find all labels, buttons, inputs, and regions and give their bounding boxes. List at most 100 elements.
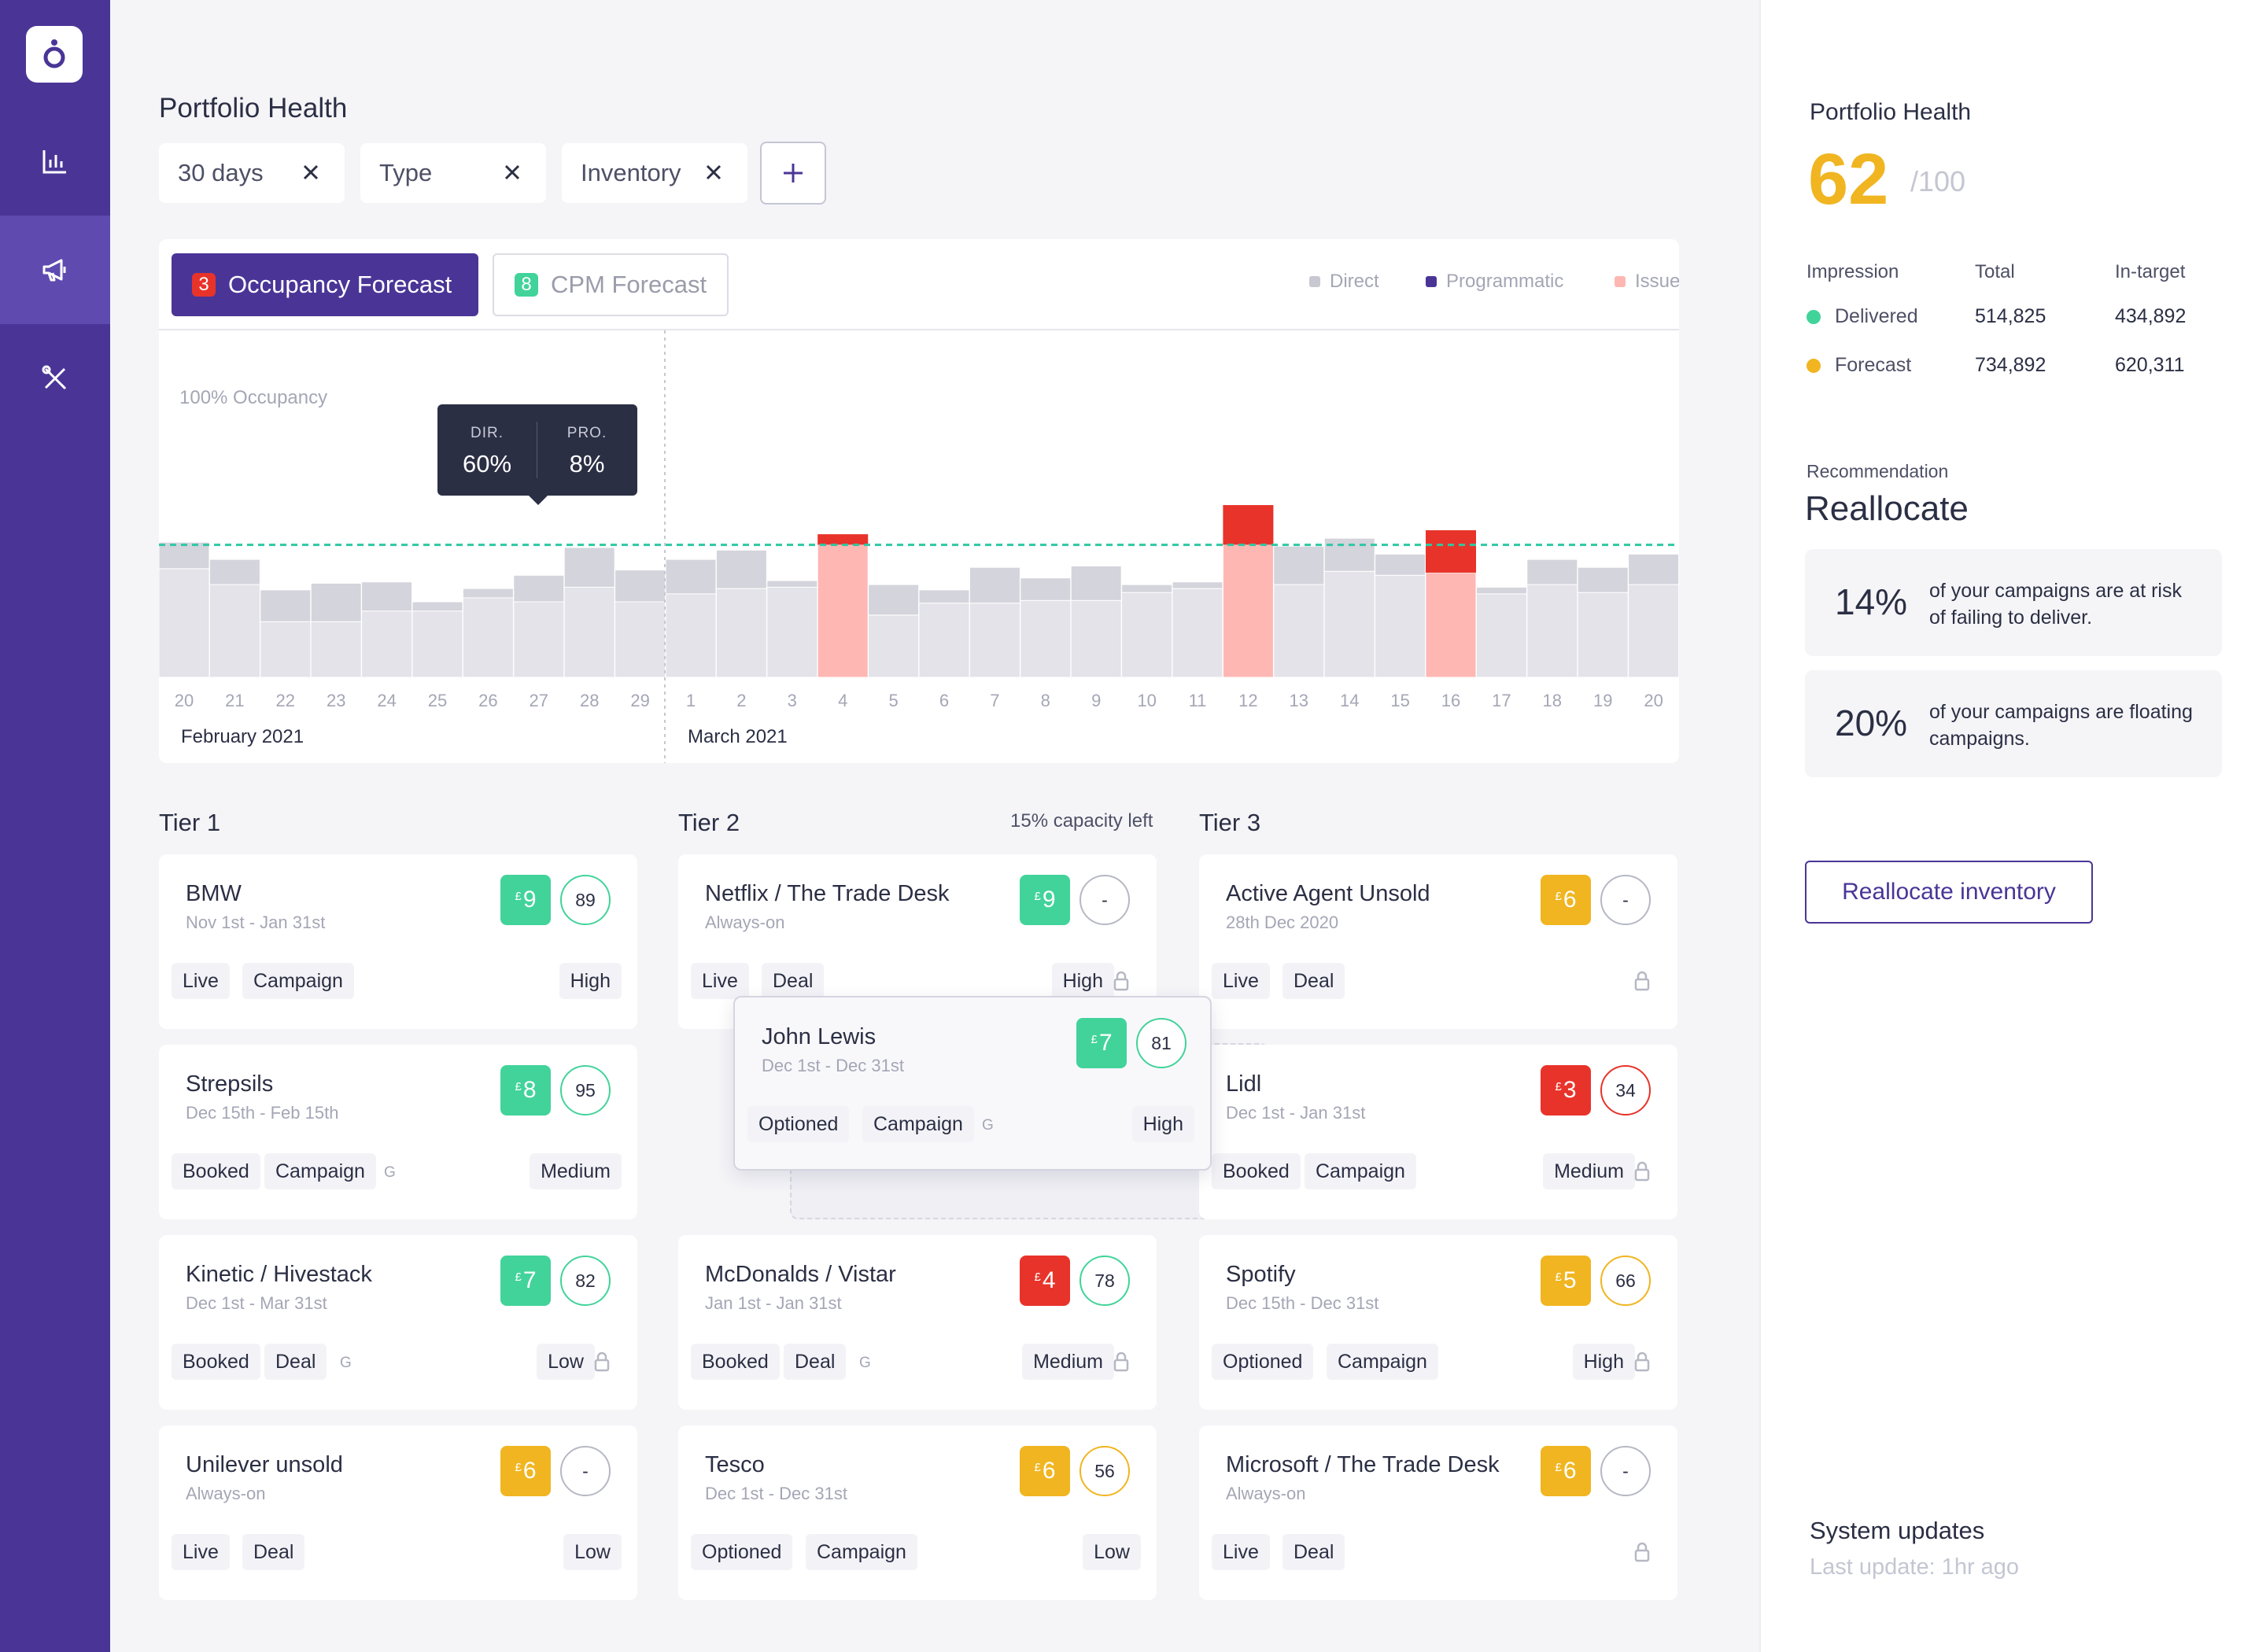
status-tag: Campaign: [1327, 1344, 1438, 1380]
status-tag: Optioned: [691, 1534, 793, 1570]
priority-tag: High: [559, 963, 622, 999]
right-panel: Portfolio Health 62 /100 Impression Tota…: [1759, 0, 2266, 1652]
bar-direct: [1172, 588, 1223, 678]
score-badge: -: [1079, 875, 1130, 925]
currency-symbol: £: [515, 1270, 522, 1284]
campaign-card[interactable]: Strepsils Dec 15th - Feb 15th £8 95 Booked Ca…: [159, 1045, 637, 1219]
score-badge: 66: [1600, 1256, 1651, 1306]
campaign-card[interactable]: Unilever unsold Always-on £6- Live Deal Low: [159, 1425, 637, 1600]
campaign-card[interactable]: Lidl Dec 1st - Jan 31st £3 34 Booked Campaign…: [1199, 1045, 1677, 1219]
bar-direct: [1577, 592, 1629, 678]
cpm-value: 6: [1563, 1458, 1577, 1484]
stat-text: of your campaigns are floating campaigns…: [1929, 701, 2193, 750]
bar-programmatic: [868, 584, 920, 616]
currency-symbol: £: [515, 1460, 522, 1474]
lock-icon[interactable]: [1633, 1161, 1651, 1186]
tab-occupancy-forecast[interactable]: 3 Occupancy Forecast: [172, 253, 478, 316]
x-tick-label: 14: [1340, 691, 1359, 710]
campaign-card[interactable]: McDonalds / Vistar Jan 1st - Jan 31st £4 78…: [678, 1235, 1157, 1410]
bar-chart-icon[interactable]: [0, 107, 110, 216]
bar-direct: [1323, 570, 1375, 678]
cpm-badge: £3: [1541, 1065, 1591, 1115]
priority-tag: High: [1572, 1344, 1635, 1380]
bar-direct: [1425, 572, 1477, 678]
status-tag: Campaign: [862, 1106, 974, 1142]
bar-direct: [817, 544, 869, 678]
bar-programmatic: [1628, 553, 1679, 585]
stat-card-risk: 14% of your campaigns are at risk of fai…: [1805, 549, 2222, 656]
filter-chip-period[interactable]: 30 days: [159, 143, 345, 203]
tab-cpm-forecast[interactable]: 8 CPM Forecast: [493, 253, 729, 316]
reallocate-inventory-button[interactable]: Reallocate inventory: [1805, 861, 2093, 924]
x-tick-label: 28: [580, 691, 599, 710]
bar-direct: [159, 568, 210, 678]
bar-direct: [614, 601, 666, 678]
bar-programmatic: [1070, 566, 1122, 601]
currency-symbol: £: [1555, 889, 1562, 903]
x-tick-label: 1: [686, 691, 696, 710]
campaign-dates: Always-on: [705, 913, 785, 932]
lock-icon[interactable]: [1633, 1351, 1651, 1376]
bar-issue: [817, 534, 869, 545]
bar-direct: [969, 603, 1020, 678]
tier-3-title: Tier 3: [1199, 809, 1261, 836]
bar-programmatic: [1121, 584, 1173, 593]
lock-icon[interactable]: [1113, 971, 1130, 995]
x-tick-label: 21: [225, 691, 244, 710]
status-tag: Campaign: [806, 1534, 917, 1570]
campaign-card[interactable]: Active Agent Unsold 28th Dec 2020 £6- Live D…: [1199, 854, 1677, 1029]
cpm-value: 7: [1098, 1030, 1113, 1056]
campaign-card[interactable]: Kinetic / Hivestack Dec 1st - Mar 31st £7 8…: [159, 1235, 637, 1410]
forecast-total: 734,892: [1975, 354, 2046, 376]
x-tick-label: 11: [1189, 691, 1207, 710]
x-tick-label: 23: [327, 691, 345, 710]
campaign-dates: Always-on: [186, 1484, 266, 1503]
bar-programmatic: [715, 549, 767, 589]
month-label: March 2021: [688, 726, 788, 747]
bar-direct: [1628, 584, 1679, 678]
campaign-card[interactable]: Spotify Dec 15th - Dec 31st £5 66 Optioned Ca…: [1199, 1235, 1677, 1410]
campaign-card[interactable]: Microsoft / The Trade Desk Always-on £6- Li…: [1199, 1425, 1677, 1600]
filter-chip-inventory[interactable]: Inventory: [562, 143, 747, 203]
campaign-name: Active Agent Unsold: [1226, 881, 1430, 906]
close-icon[interactable]: [500, 160, 524, 184]
legend-label: Programmatic: [1446, 271, 1564, 292]
recommendation-label: Recommendation: [1807, 461, 1949, 481]
campaign-card[interactable]: BMW Nov 1st - Jan 31st £9 89 Live Campaign Hig…: [159, 854, 637, 1029]
add-filter-button[interactable]: [760, 142, 826, 205]
bar-direct: [1121, 592, 1173, 678]
close-icon[interactable]: [702, 160, 725, 184]
status-tag: Live: [1212, 963, 1270, 999]
month-label: February 2021: [181, 726, 304, 747]
logo-icon[interactable]: [26, 26, 83, 83]
tooltip-arrow: [527, 494, 549, 505]
score-badge: -: [560, 1446, 611, 1496]
score-badge: 78: [1079, 1256, 1130, 1306]
campaign-dates: Dec 1st - Dec 31st: [705, 1484, 847, 1503]
lock-icon[interactable]: [1633, 971, 1651, 995]
filter-chip-type[interactable]: Type: [360, 143, 546, 203]
x-tick-label: 24: [377, 691, 396, 710]
bar-direct: [462, 597, 514, 678]
legend-direct: Direct: [1309, 271, 1379, 293]
priority-tag: Low: [563, 1534, 622, 1570]
dragging-campaign-card[interactable]: John Lewis Dec 1st - Dec 31st £7 81 Optioned…: [733, 996, 1212, 1171]
lock-icon[interactable]: [1113, 1351, 1130, 1376]
tooltip-direct: DIR. 60%: [437, 425, 537, 478]
bar-direct: [209, 584, 260, 678]
bar-programmatic: [969, 566, 1020, 604]
cpm-value: 5: [1563, 1267, 1577, 1293]
bar-direct: [1070, 599, 1122, 678]
x-tick-label: 29: [630, 691, 649, 710]
bar-direct: [563, 586, 615, 678]
lock-icon[interactable]: [1633, 1542, 1651, 1566]
close-icon[interactable]: [299, 160, 323, 184]
campaign-card[interactable]: Tesco Dec 1st - Dec 31st £6 56 Optioned Campa…: [678, 1425, 1157, 1600]
recommendation-title: Reallocate: [1805, 489, 1969, 528]
x-tick-label: 2: [736, 691, 746, 710]
lock-icon[interactable]: [593, 1351, 611, 1376]
legend-programmatic: Programmatic: [1426, 271, 1563, 293]
tools-icon[interactable]: [0, 324, 110, 433]
megaphone-icon[interactable]: [0, 216, 110, 324]
status-tag: Deal: [242, 1534, 305, 1570]
